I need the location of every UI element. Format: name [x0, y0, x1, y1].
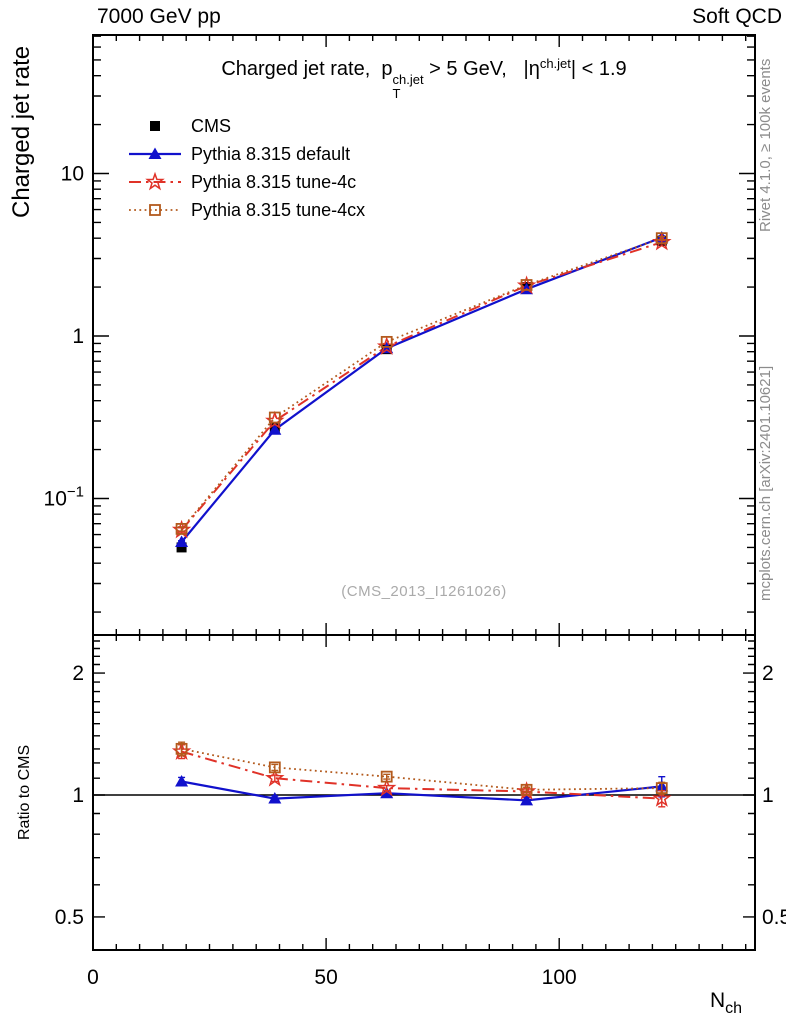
- legend-label: Pythia 8.315 default: [191, 143, 351, 164]
- series-line-ratio: [181, 748, 662, 791]
- legend-item-pythia-default: Pythia 8.315 default: [128, 140, 365, 168]
- data-point-triangle: [520, 793, 534, 806]
- error-bar: [271, 763, 279, 772]
- title-prefix: Charged jet rate, p: [221, 58, 393, 80]
- data-point-open-square: [175, 742, 188, 755]
- x-axis-tick-label: 50: [314, 966, 337, 989]
- legend-item-cms: CMS: [128, 112, 365, 140]
- plot-title: Charged jet rate, p ch.jet T > 5 GeV, |ηch…: [93, 56, 755, 100]
- series-line-main: [180, 236, 663, 543]
- title-suffix: | < 1.9: [570, 58, 627, 80]
- ratio-tick-label: 1: [72, 784, 84, 807]
- x-axis-tick-label: 0: [87, 966, 99, 989]
- ratio-tick-label: 0.5: [55, 906, 84, 929]
- series-line-ratio: [181, 780, 662, 802]
- series-points: [176, 235, 667, 553]
- cms-marker-icon: [150, 121, 160, 131]
- series-points: [175, 232, 668, 796]
- square-marker-icon: [129, 204, 181, 216]
- data-point-star: [652, 788, 672, 807]
- data-point-open-square: [655, 232, 668, 245]
- legend-label: Pythia 8.315 tune-4cx: [191, 199, 366, 220]
- y-axis-tick-label: 1: [72, 325, 84, 348]
- series-points: [175, 230, 669, 806]
- x-axis-title: Nch: [710, 989, 742, 1017]
- error-bar: [523, 786, 531, 794]
- data-point-triangle: [175, 535, 189, 547]
- series-line-main: [180, 241, 663, 531]
- title-mid: > 5 GeV, |η: [423, 58, 540, 80]
- triangle-marker-icon: [129, 147, 181, 159]
- data-point-open-square: [175, 523, 188, 535]
- data-point-star: [145, 171, 165, 191]
- beam-energy-label: 7000 GeV pp: [97, 5, 221, 28]
- legend-label: Pythia 8.315 tune-4c: [191, 171, 357, 192]
- pt-subscript: T: [392, 86, 401, 101]
- rivet-version-note: Rivet 4.1.0, ≥ 100k events: [757, 58, 774, 232]
- eta-superscript: ch.jet: [539, 56, 571, 71]
- analysis-id-watermark: (CMS_2013_I1261026): [341, 583, 507, 600]
- y-axis-tick-label: 10−1: [44, 484, 84, 511]
- legend-item-pythia-tune4c: Pythia 8.315 tune-4c: [128, 168, 365, 196]
- data-point-open-square: [655, 782, 668, 795]
- data-point-triangle: [175, 774, 189, 787]
- error-bar: [383, 773, 391, 780]
- ratio-axis-title: Ratio to CMS: [16, 744, 33, 840]
- process-group-label: Soft QCD: [692, 5, 782, 28]
- ratio-panel-border: [92, 634, 756, 951]
- ratio-tick-label-right: 0.5: [762, 906, 786, 929]
- data-point-star: [265, 767, 285, 787]
- series-points: [171, 231, 672, 808]
- ratio-tick-label: 2: [72, 662, 84, 685]
- y-axis-tick-label: 10: [61, 163, 84, 186]
- ratio-tick-label-right: 1: [762, 784, 774, 807]
- data-point-square: [176, 542, 187, 553]
- x-axis-tick-label: 100: [542, 966, 577, 989]
- data-point-open-square: [268, 411, 281, 424]
- data-point-triangle: [268, 423, 282, 435]
- ratio-tick-label-right: 2: [762, 662, 774, 685]
- mcplots-reference-note: mcplots.cern.ch [arXiv:2401.10621]: [757, 365, 774, 601]
- error-bar: [658, 235, 666, 241]
- data-point-star: [376, 777, 397, 797]
- pt-supsub: ch.jet T: [393, 73, 424, 100]
- y-axis-title: Charged jet rate: [8, 45, 35, 218]
- legend: CMS Pythia 8.315 default Pythia 8.315 tu…: [128, 112, 365, 224]
- data-point-triangle: [148, 147, 162, 159]
- data-point-triangle: [380, 786, 394, 799]
- data-point-square: [150, 121, 160, 131]
- error-bar: [178, 526, 186, 532]
- series-line-ratio: [181, 750, 662, 800]
- legend-label: CMS: [191, 115, 231, 136]
- star-marker-icon: [129, 171, 181, 191]
- data-point-open-square: [149, 204, 161, 216]
- data-point-open-square: [520, 783, 533, 796]
- data-point-open-square: [380, 770, 393, 783]
- data-point-open-square: [520, 279, 533, 291]
- axis-ticks: [92, 35, 755, 950]
- series-line-main: [180, 237, 663, 530]
- data-point-open-square: [380, 335, 393, 348]
- legend-item-pythia-tune4cx: Pythia 8.315 tune-4cx: [128, 196, 365, 224]
- data-point-triangle: [268, 792, 282, 804]
- data-point-open-square: [268, 761, 281, 774]
- pt-superscript: ch.jet: [392, 72, 424, 87]
